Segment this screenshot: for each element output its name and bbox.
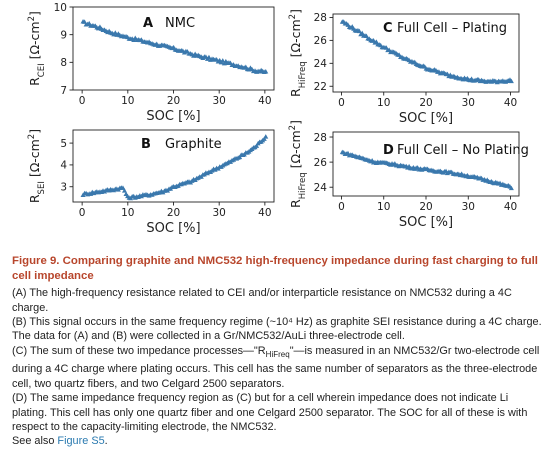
y-tick-label: 24 <box>314 182 328 194</box>
y-tick-label: 28 <box>314 132 327 144</box>
data-point <box>263 69 269 74</box>
panel-a: 0 10 20 30 40 7 8 9 10 SOC [%] RCEI [Ω-cm2] A NMC <box>27 2 275 124</box>
y-label-superscript: 2 <box>27 134 37 139</box>
y-label-superscript: 2 <box>288 125 298 130</box>
y-label-symbol: R <box>288 88 303 97</box>
x-axis-label: SOC [%] <box>146 221 200 236</box>
y-tick-label: 8 <box>60 57 67 69</box>
y-label-close: ] <box>27 129 42 134</box>
y-label-subscript: HiFreq <box>298 61 308 88</box>
panel-c: 0 10 20 30 40 22 24 26 28 SOC [%] RHiFreq [Ω-cm2] C… <box>288 9 520 126</box>
caption-paragraph-a: (A) The high-frequency resistance relate… <box>12 287 512 314</box>
panel-b: 0 10 20 30 40 3 4 5 SOC [%] RSEI [Ω-cm2] B Graphite <box>27 129 275 236</box>
x-tick-label: 10 <box>121 207 134 219</box>
x-tick-label: 20 <box>167 207 180 219</box>
y-tick-label: 24 <box>314 58 328 70</box>
data-point <box>356 28 362 34</box>
y-label-subscript: HiFreq <box>298 172 308 199</box>
data-point <box>263 134 269 139</box>
y-tick-label: 28 <box>314 12 327 24</box>
figure-caption: Figure 9. Comparing graphite and NMC532 … <box>12 254 542 449</box>
y-tick-label: 22 <box>314 81 327 93</box>
panel-letter: A <box>143 16 153 31</box>
x-tick-label: 40 <box>504 97 517 109</box>
x-tick-label: 30 <box>462 201 475 213</box>
caption-paragraph-d: (D) The same impedance frequency region … <box>12 392 528 434</box>
panel-letter: D <box>383 143 394 158</box>
panel-label: Graphite <box>165 137 222 152</box>
x-tick-label: 40 <box>258 207 271 219</box>
y-label-close: ] <box>288 120 303 125</box>
y-label-symbol: R <box>27 77 42 86</box>
data-point <box>122 188 128 193</box>
x-axis-label: SOC [%] <box>399 111 453 126</box>
x-tick-label: 30 <box>462 97 475 109</box>
x-tick-label: 10 <box>121 95 134 107</box>
y-tick-label: 26 <box>314 157 328 169</box>
x-axis-label: SOC [%] <box>146 109 200 124</box>
y-label-superscript: 2 <box>27 16 37 21</box>
y-label-unit: [Ω-cm <box>27 139 42 181</box>
x-tick-label: 40 <box>258 95 271 107</box>
x-tick-label: 0 <box>79 95 86 107</box>
y-label-symbol: R <box>27 194 42 203</box>
x-tick-label: 10 <box>377 201 390 213</box>
data-point <box>508 185 514 191</box>
y-axis-label: RHiFreq [Ω-cm2] <box>288 120 308 208</box>
caption-paragraph-c-text: (C) The sum of these two impedance proce… <box>12 344 540 390</box>
y-axis-label: RHiFreq [Ω-cm2] <box>288 9 308 97</box>
data-point <box>254 143 260 148</box>
y-tick-label: 3 <box>60 182 67 194</box>
panel-letter: C <box>383 21 393 36</box>
plot-frame <box>332 131 520 197</box>
caption-paragraph-c: (C) The sum of these two impedance proce… <box>12 344 542 391</box>
figure-s5-link[interactable]: Figure S5 <box>57 435 105 448</box>
y-axis-label: RCEI [Ω-cm2] <box>27 11 47 86</box>
y-label-superscript: 2 <box>288 14 298 19</box>
y-label-unit: [Ω-cm <box>288 19 303 61</box>
y-label-unit: [Ω-cm <box>288 130 303 172</box>
see-also-prefix: See also <box>12 435 58 448</box>
y-axis-label: RSEI [Ω-cm2] <box>27 129 47 203</box>
caption-title: Figure 9. Comparing graphite and NMC532 … <box>12 255 538 282</box>
x-tick-label: 20 <box>419 97 432 109</box>
panel-label: NMC <box>165 16 195 31</box>
y-tick-label: 10 <box>54 2 67 14</box>
see-also-line: See also Figure S5. <box>12 434 542 448</box>
y-tick-label: 9 <box>60 29 67 41</box>
x-tick-label: 20 <box>167 95 180 107</box>
data-point <box>508 78 514 84</box>
y-tick-label: 7 <box>60 85 67 97</box>
see-also-suffix: . <box>104 435 108 448</box>
x-tick-label: 0 <box>338 97 345 109</box>
x-tick-label: 30 <box>212 95 225 107</box>
y-label-subscript: CEI <box>37 63 47 77</box>
x-tick-label: 40 <box>504 201 517 213</box>
panel-d: 0 10 20 30 40 24 26 28 SOC [%] RHiFreq [Ω-cm2] D Fu… <box>288 120 529 230</box>
caption-paragraph-b: (B) This signal occurs in the same frequ… <box>12 316 542 343</box>
y-label-symbol: R <box>288 199 303 208</box>
panel-letter: B <box>141 137 151 152</box>
x-tick-label: 0 <box>79 207 86 219</box>
y-label-close: ] <box>27 11 42 16</box>
x-axis-label: SOC [%] <box>399 215 453 230</box>
x-tick-label: 0 <box>338 201 345 213</box>
x-tick-label: 30 <box>212 207 225 219</box>
panel-label: Full Cell – Plating <box>397 21 507 36</box>
y-label-subscript: SEI <box>37 181 47 194</box>
y-tick-label: 5 <box>60 138 67 150</box>
y-tick-label: 26 <box>314 35 328 47</box>
panel-label: Full Cell – No Plating <box>397 143 529 158</box>
y-label-unit: [Ω-cm <box>27 21 42 63</box>
x-tick-label: 20 <box>419 201 432 213</box>
y-tick-label: 4 <box>60 160 67 172</box>
x-tick-label: 10 <box>377 97 390 109</box>
y-label-close: ] <box>288 9 303 14</box>
